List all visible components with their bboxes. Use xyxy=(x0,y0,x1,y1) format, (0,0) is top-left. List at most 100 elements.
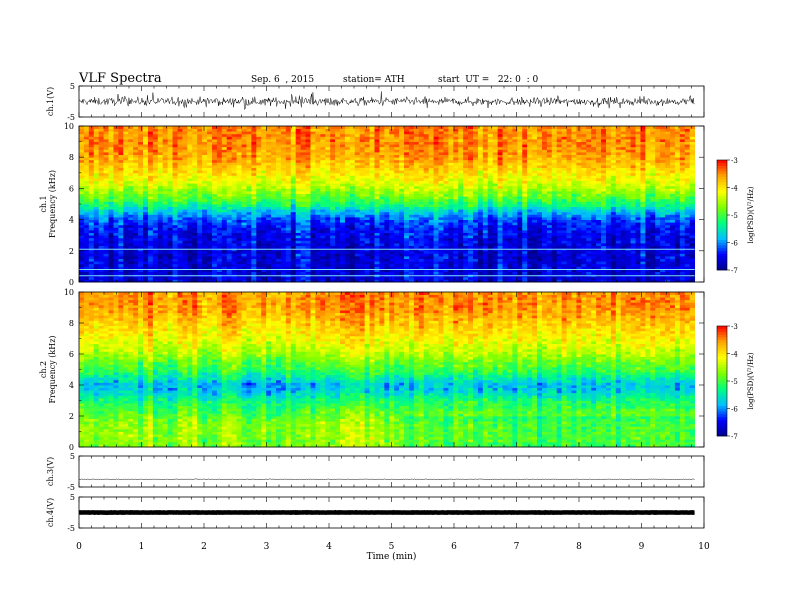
ch1-spec-cell xyxy=(216,183,223,187)
ch1-spec-cell xyxy=(325,136,331,140)
ch1-spec-cell xyxy=(408,170,415,174)
ch1-spec-cell xyxy=(379,222,385,226)
ch1-spec-cell xyxy=(310,144,316,148)
ch1-spec-cell xyxy=(98,188,105,192)
ch1-spec-cell xyxy=(399,131,405,135)
ch1-spec-cell xyxy=(123,214,129,218)
ch1-spec-cell xyxy=(458,217,464,220)
ch1-spec-cell xyxy=(453,185,459,189)
ch1-spec-cell xyxy=(408,167,415,171)
ch1-spec-cell xyxy=(276,227,282,231)
ch1-spec-cell xyxy=(295,198,302,202)
ch1-spec-cell xyxy=(379,185,385,189)
ch1-spec-cell xyxy=(261,243,267,246)
ch1-spec-cell xyxy=(399,162,405,166)
ch1-spec-cell xyxy=(335,232,341,236)
ch1-spec-cell xyxy=(468,170,474,174)
ch1-spec-cell xyxy=(162,128,169,132)
ch1-spec-cell xyxy=(172,144,178,148)
ch1-spec-cell xyxy=(256,152,262,155)
ch1-spec-cell xyxy=(162,159,169,163)
ch1-spec-cell xyxy=(443,224,449,228)
ch1-spec-cell xyxy=(192,206,198,210)
ch1-spec-cell xyxy=(295,224,302,228)
ch1-spec-cell xyxy=(349,250,356,254)
ch1-spec-cell xyxy=(463,193,469,197)
ch1-spec-cell xyxy=(187,258,193,262)
ch1-spec-cell xyxy=(197,266,203,270)
ch1-spec-cell xyxy=(177,230,183,233)
ch1-spec-cell xyxy=(305,201,311,205)
ch1-spec-cell xyxy=(389,183,395,187)
ch1-spec-cell xyxy=(152,159,159,163)
ch1-spec-cell xyxy=(443,188,449,192)
ch1-spec-cell xyxy=(162,217,169,220)
ch1-spec-cell xyxy=(394,209,400,213)
ch1-spec-cell xyxy=(187,175,193,179)
ch1-spec-cell xyxy=(310,217,316,220)
ch1-spec-cell xyxy=(241,154,247,158)
ch1-spec-cell xyxy=(418,131,425,135)
ch1-spec-cell xyxy=(335,167,341,171)
ch1-spec-cell xyxy=(192,250,198,254)
ch1-spec-cell xyxy=(423,204,430,207)
ch1-spec-cell xyxy=(147,136,154,140)
ch1-spec-cell xyxy=(138,250,144,254)
ch1-spec-cell xyxy=(187,196,193,200)
ch1-spec-cell xyxy=(280,154,287,158)
ch1-spec-cell xyxy=(276,146,282,150)
ch1-spec-cell xyxy=(276,230,282,233)
ch1-spec-cell xyxy=(394,146,400,150)
ch1-spec-cell xyxy=(197,276,203,280)
ch1-spec-cell xyxy=(108,206,114,210)
ch1-spec-cell xyxy=(305,141,311,145)
ch1-spec-cell xyxy=(152,144,159,148)
ch1-spec-cell xyxy=(152,196,159,200)
ch1-spec-cell xyxy=(404,144,410,148)
ch1-spec-cell xyxy=(428,224,435,228)
ch1-spec-cell xyxy=(285,136,292,140)
ch1-spec-cell xyxy=(354,128,361,132)
ch1-spec-cell xyxy=(320,227,326,231)
ch1-spec-cell xyxy=(236,230,242,233)
ch1-spec-cell xyxy=(423,230,430,233)
ch1-spec-cell xyxy=(236,232,242,236)
ch1-spec-cell xyxy=(128,172,134,176)
ch1-spec-cell xyxy=(211,258,218,262)
ch1-spec-cell xyxy=(93,180,100,184)
ch1-spec-cell xyxy=(418,240,425,244)
ch1-spec-cell xyxy=(216,152,223,155)
ch1-spec-cell xyxy=(177,201,183,205)
ch1-spec-cell xyxy=(202,204,208,207)
ch1-spec-cell xyxy=(123,230,129,233)
ch1-spec-cell xyxy=(231,243,237,246)
ch1-spec-cell xyxy=(369,188,375,192)
ch1-spec-cell xyxy=(246,276,252,280)
ch1-spec-cell xyxy=(192,232,198,236)
ch1-spec-cell xyxy=(172,185,178,189)
ch1-spec-cell xyxy=(271,141,277,145)
ch1-spec-cell xyxy=(162,258,169,262)
ch1-spec-cell xyxy=(271,126,277,129)
ch1-spec-cell xyxy=(221,185,228,189)
ch1-spec-cell xyxy=(207,219,213,223)
ch1-spec-cell xyxy=(315,230,321,233)
ch1-spec-cell xyxy=(344,191,351,194)
ch1-spec-cell xyxy=(463,269,469,272)
ch1-spec-cell xyxy=(468,196,474,200)
ch1-spec-cell xyxy=(423,183,430,187)
ch1-spec-cell xyxy=(133,191,139,194)
ch1-spec-cell xyxy=(256,170,262,174)
ch1-spec-cell xyxy=(335,204,341,207)
ch1-spec-cell xyxy=(354,206,361,210)
ch1-spec-cell xyxy=(241,237,247,241)
ch1-spec-cell xyxy=(438,128,444,132)
ch1-spec-cell xyxy=(285,279,292,283)
ch1-spec-cell xyxy=(128,276,134,280)
ch1-spec-cell xyxy=(93,201,100,205)
ch1-spec-cell xyxy=(384,126,390,129)
ch1-spec-cell xyxy=(138,279,144,283)
ch1-spec-cell xyxy=(192,271,198,275)
ch1-spec-cell xyxy=(443,159,449,163)
ch1-spec-cell xyxy=(152,227,159,231)
